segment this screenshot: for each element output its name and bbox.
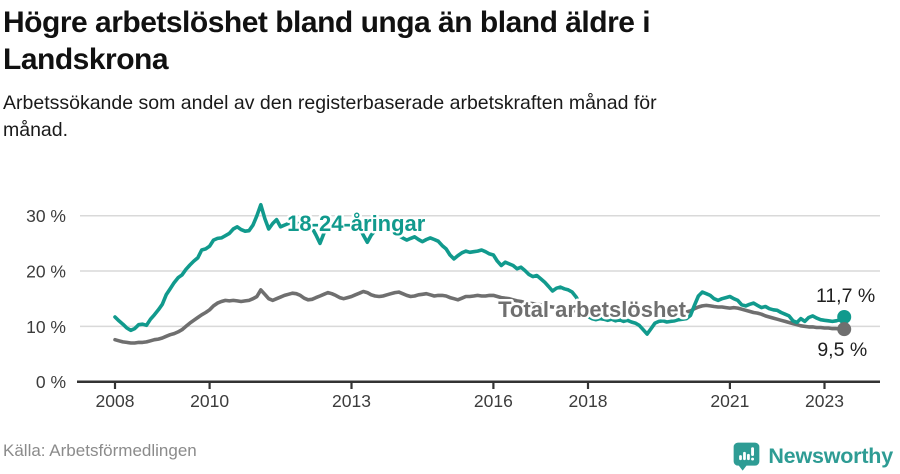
page-title-line2: Landskrona bbox=[3, 43, 169, 76]
x-tick-label: 2021 bbox=[710, 391, 749, 411]
logo-bar-2 bbox=[743, 451, 747, 461]
line-chart-plot-area: 0 % 10 % 20 % 30 % 2008 2010 2013 2016 2018 2021 2… bbox=[26, 202, 880, 411]
chart-subtitle-line1: Arbetssökande som andel av den registerb… bbox=[3, 92, 657, 114]
x-tick-label: 2008 bbox=[96, 391, 135, 411]
source-credit: Källa: Arbetsförmedlingen bbox=[3, 441, 197, 460]
newsworthy-brand: Newsworthy bbox=[732, 441, 893, 471]
y-tick-label: 0 % bbox=[36, 372, 66, 392]
newsworthy-logo-icon bbox=[734, 442, 760, 471]
y-tick-label: 20 % bbox=[26, 262, 66, 282]
x-tick-label: 2018 bbox=[569, 391, 608, 411]
newsworthy-logo-text: Newsworthy bbox=[768, 443, 893, 468]
youth-series-line bbox=[113, 202, 847, 336]
youth-end-value-label: 11,7 % bbox=[816, 285, 875, 307]
chart-subtitle: Arbetssökande som andel av den registerb… bbox=[3, 90, 863, 144]
page-title: Högre arbetslöshet bland unga än bland ä… bbox=[3, 4, 863, 78]
y-tick-label: 30 % bbox=[26, 206, 66, 226]
total-series-line bbox=[113, 288, 847, 345]
total-end-dot bbox=[837, 322, 852, 337]
x-tick-label: 2013 bbox=[332, 391, 371, 411]
total-series-label: Total arbetslöshet bbox=[498, 297, 687, 322]
x-tick-label: 2023 bbox=[805, 391, 844, 411]
chart-subtitle-line2: månad. bbox=[3, 119, 69, 141]
youth-end-dot bbox=[837, 309, 852, 324]
total-end-value-label: 9,5 % bbox=[817, 339, 867, 361]
logo-bar-3 bbox=[747, 453, 751, 461]
logo-bubble-shape bbox=[734, 442, 760, 471]
page-title-line1: Högre arbetslöshet bland unga än bland ä… bbox=[3, 6, 651, 39]
y-tick-label: 10 % bbox=[26, 317, 66, 337]
x-tick-label: 2016 bbox=[474, 391, 513, 411]
x-tick-label: 2010 bbox=[190, 391, 229, 411]
logo-exclamation-dot bbox=[751, 457, 755, 461]
logo-exclamation-stroke bbox=[751, 447, 755, 456]
youth-series-label: 18-24-åringar bbox=[287, 211, 426, 236]
logo-bar-1 bbox=[739, 455, 743, 461]
